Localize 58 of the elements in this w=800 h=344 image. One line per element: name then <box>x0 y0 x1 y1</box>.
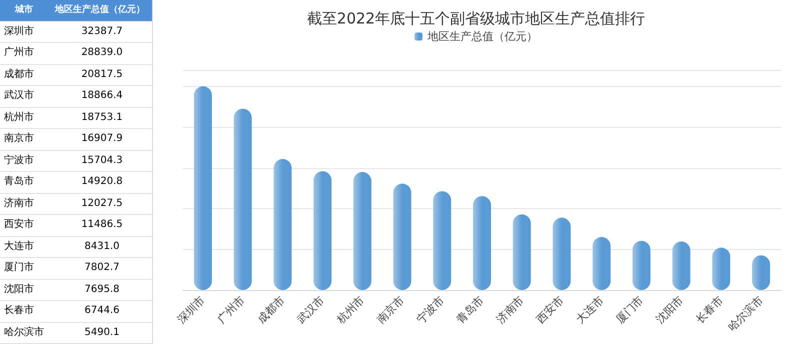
x-tick-label: 沈阳市 <box>653 293 686 326</box>
bar <box>393 184 412 290</box>
bar <box>234 108 252 290</box>
bar <box>473 196 491 290</box>
text: 7802.7 <box>84 262 120 274</box>
bar <box>433 191 452 290</box>
text: 5490.1 <box>84 326 120 338</box>
category-label: 沈阳市 <box>3 284 35 295</box>
text: 6744.6 <box>84 305 120 316</box>
bar <box>274 159 292 290</box>
text: 地区生产总值（亿元） <box>54 4 146 15</box>
x-tick-label: 济南市 <box>494 293 526 326</box>
x-tick-label: 南京市 <box>374 293 407 326</box>
bar <box>314 171 332 290</box>
category-label: 南京市 <box>3 133 35 144</box>
x-tick-label: 大连市 <box>574 293 606 326</box>
x-tick-label: 广州市 <box>214 293 248 326</box>
x-tick-label: 武汉市 <box>294 293 328 326</box>
text: 城市 <box>14 4 34 15</box>
category-label: 广州市 <box>3 47 35 58</box>
bar <box>353 172 372 290</box>
text: 15704.3 <box>81 154 123 166</box>
category-label: 深圳市 <box>3 26 35 37</box>
x-tick-label: 厦门市 <box>614 293 646 326</box>
category-label: 武汉市 <box>3 90 35 102</box>
category-label: 西安市 <box>3 219 35 230</box>
text: 16907.9 <box>81 133 123 144</box>
legend-label: 地区生产总值（亿元） <box>426 30 538 43</box>
category-label: 济南市 <box>3 198 35 209</box>
x-tick-label: 哈尔滨市 <box>725 293 766 334</box>
x-tick-label: 成都市 <box>254 293 288 326</box>
x-tick-label: 西安市 <box>534 293 566 326</box>
category-label: 宁波市 <box>3 154 35 166</box>
category-label: 杭州市 <box>3 112 35 123</box>
bar <box>194 86 212 290</box>
text: 12027.5 <box>81 198 123 209</box>
x-tick-label: 宁波市 <box>414 293 447 326</box>
text: 14920.8 <box>81 176 123 188</box>
category-label: 成都市 <box>3 68 35 80</box>
text: 18753.1 <box>81 112 123 123</box>
bar <box>552 218 571 290</box>
category-label: 哈尔滨市 <box>3 326 45 338</box>
text: 8431.0 <box>84 240 120 252</box>
text: 28839.0 <box>81 47 123 58</box>
x-tick-label: 长春市 <box>693 293 726 326</box>
text: 18866.4 <box>81 90 123 102</box>
text: 7695.8 <box>84 284 120 295</box>
category-label: 厦门市 <box>3 262 35 274</box>
category-label: 大连市 <box>3 240 35 252</box>
bar <box>512 214 531 290</box>
x-tick-label: 青岛市 <box>454 293 487 326</box>
chart-title: 截至2022年底十五个副省级城市地区生产总值排行 <box>306 10 646 28</box>
x-tick-label: 杭州市 <box>334 293 367 327</box>
category-label: 青岛市 <box>3 176 35 188</box>
x-tick-label: 深圳市 <box>175 293 208 326</box>
text: 11486.5 <box>81 219 123 230</box>
text: 32387.7 <box>81 26 123 37</box>
text: 20817.5 <box>81 68 123 80</box>
